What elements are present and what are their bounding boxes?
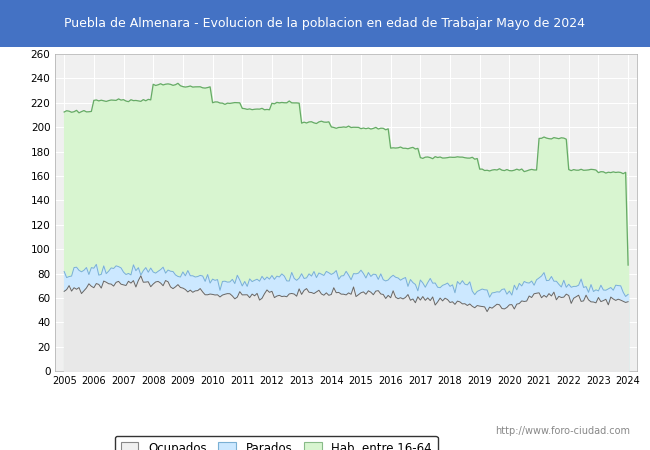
Text: Puebla de Almenara - Evolucion de la poblacion en edad de Trabajar Mayo de 2024: Puebla de Almenara - Evolucion de la pob… <box>64 17 586 30</box>
Legend: Ocupados, Parados, Hab. entre 16-64: Ocupados, Parados, Hab. entre 16-64 <box>115 436 437 450</box>
Text: http://www.foro-ciudad.com: http://www.foro-ciudad.com <box>495 427 630 436</box>
